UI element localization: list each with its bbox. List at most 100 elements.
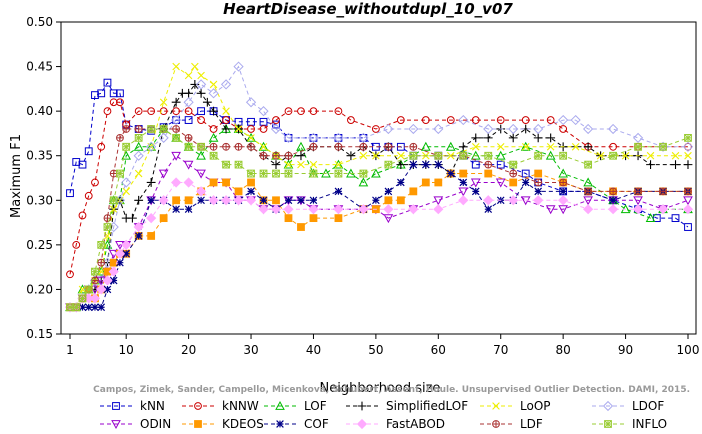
x-tick-label-8: 80: [556, 343, 571, 357]
point-knn-13: [172, 116, 181, 124]
point-inflo-18: [234, 160, 243, 169]
point-ldf-21: [272, 151, 280, 160]
point-simplifiedlof-52: [646, 160, 655, 170]
point-fastabod-7: [108, 266, 119, 277]
point-ldf-9: [122, 125, 131, 133]
point-ldof-33: [558, 114, 569, 126]
legend-label-knn: kNN: [140, 399, 165, 413]
point-simplifiedlof-19: [202, 97, 212, 107]
point-loop-39: [646, 151, 655, 160]
legend-item-lof: LOF: [264, 399, 327, 413]
point-cof-28: [384, 187, 393, 196]
point-ldf-22: [284, 151, 293, 160]
point-lof-6: [102, 239, 113, 249]
legend-marker-loop: [492, 402, 500, 410]
x-tick-label-10: 100: [677, 343, 700, 357]
legend-item-ldof: LDOF: [592, 399, 664, 413]
point-lof-23: [296, 141, 306, 151]
point-odin-12: [158, 169, 169, 179]
point-knnw-35: [559, 125, 568, 133]
point-inflo-14: [184, 142, 193, 151]
point-knnw-25: [334, 107, 343, 116]
point-simplifiedlof-16: [184, 88, 194, 98]
point-ldf-38: [684, 187, 692, 196]
series-line-inflo: [70, 128, 689, 308]
point-knnw-12: [159, 107, 168, 116]
point-lof-15: [196, 150, 206, 160]
point-knnw-21: [272, 116, 280, 124]
point-inflo-9: [122, 142, 131, 151]
point-knn-8: [116, 89, 124, 98]
point-inflo-11: [147, 125, 156, 133]
point-lof-32: [445, 141, 456, 151]
point-inflo-35: [609, 151, 617, 160]
legend-label-ldof: LDOF: [632, 399, 664, 413]
point-inflo-23: [309, 169, 318, 178]
point-lof-34: [495, 150, 506, 160]
point-simplifiedlof-21: [221, 124, 231, 134]
point-knnw-23: [297, 107, 305, 116]
point-fastabod-20: [258, 204, 269, 215]
point-simplifiedlof-41: [483, 133, 493, 143]
credit-text: Campos, Zimek, Sander, Campello, Micenko…: [93, 385, 690, 395]
point-knn-15: [197, 107, 205, 116]
legend-marker-cof: [276, 420, 284, 428]
point-inflo-7: [109, 196, 118, 205]
legend-item-inflo: INFLO: [592, 417, 667, 431]
point-cof-10: [134, 232, 143, 240]
point-inflo-37: [659, 142, 667, 151]
point-odin-30: [433, 196, 444, 206]
point-knnw-17: [222, 116, 230, 124]
point-kdeos-18: [234, 187, 243, 196]
point-cof-36: [484, 205, 493, 214]
point-inflo-12: [159, 125, 168, 133]
point-loop-38: [621, 151, 630, 160]
legend-label-inflo: INFLO: [632, 417, 667, 431]
point-fastabod-16: [208, 195, 219, 206]
point-knnw-7: [109, 98, 118, 107]
point-odin-13: [171, 151, 181, 161]
point-loop-2: [78, 285, 87, 294]
point-loop-26: [334, 160, 343, 169]
point-cof-32: [434, 160, 443, 169]
point-cof-3: [84, 303, 93, 312]
legend-item-knn: kNN: [100, 399, 165, 413]
point-ldf-10: [134, 125, 143, 133]
point-cof-43: [609, 196, 617, 205]
point-loop-23: [284, 160, 293, 169]
point-ldof-9: [121, 177, 132, 188]
point-loop-14: [184, 71, 193, 80]
plot-frame: [60, 21, 697, 335]
point-loop-20: [247, 134, 255, 142]
legend-label-kdeos: KDEOS: [222, 417, 264, 431]
point-fastabod-14: [183, 177, 194, 188]
point-inflo-30: [484, 151, 493, 160]
point-cof-5: [97, 303, 106, 312]
series-loop: [66, 62, 692, 312]
point-ldof-11: [146, 141, 157, 152]
series-line-kdeos: [70, 172, 688, 308]
point-ldof-29: [458, 114, 469, 126]
point-lof-16: [208, 132, 219, 142]
point-ldf-26: [384, 142, 393, 151]
legend-marker-lof: [275, 400, 285, 410]
point-knn-22: [284, 133, 293, 142]
point-ldf-25: [359, 142, 368, 151]
point-loop-29: [397, 151, 405, 160]
point-fastabod-12: [158, 195, 169, 206]
point-inflo-38: [684, 133, 692, 142]
point-loop-31: [446, 151, 455, 160]
point-knnw-14: [184, 107, 193, 116]
point-simplifiedlof-40: [471, 133, 481, 143]
point-cof-40: [534, 187, 543, 196]
point-fastabod-22: [283, 204, 294, 215]
point-lof-22: [283, 159, 294, 169]
legend-label-fastabod: FastABOD: [386, 417, 445, 431]
point-kdeos-29: [396, 196, 405, 205]
point-inflo-26: [384, 160, 393, 169]
point-knn-4: [91, 91, 99, 99]
series-ldof: [64, 61, 694, 313]
series-line-simplifiedlof: [70, 83, 688, 308]
point-knnw-27: [371, 125, 380, 133]
